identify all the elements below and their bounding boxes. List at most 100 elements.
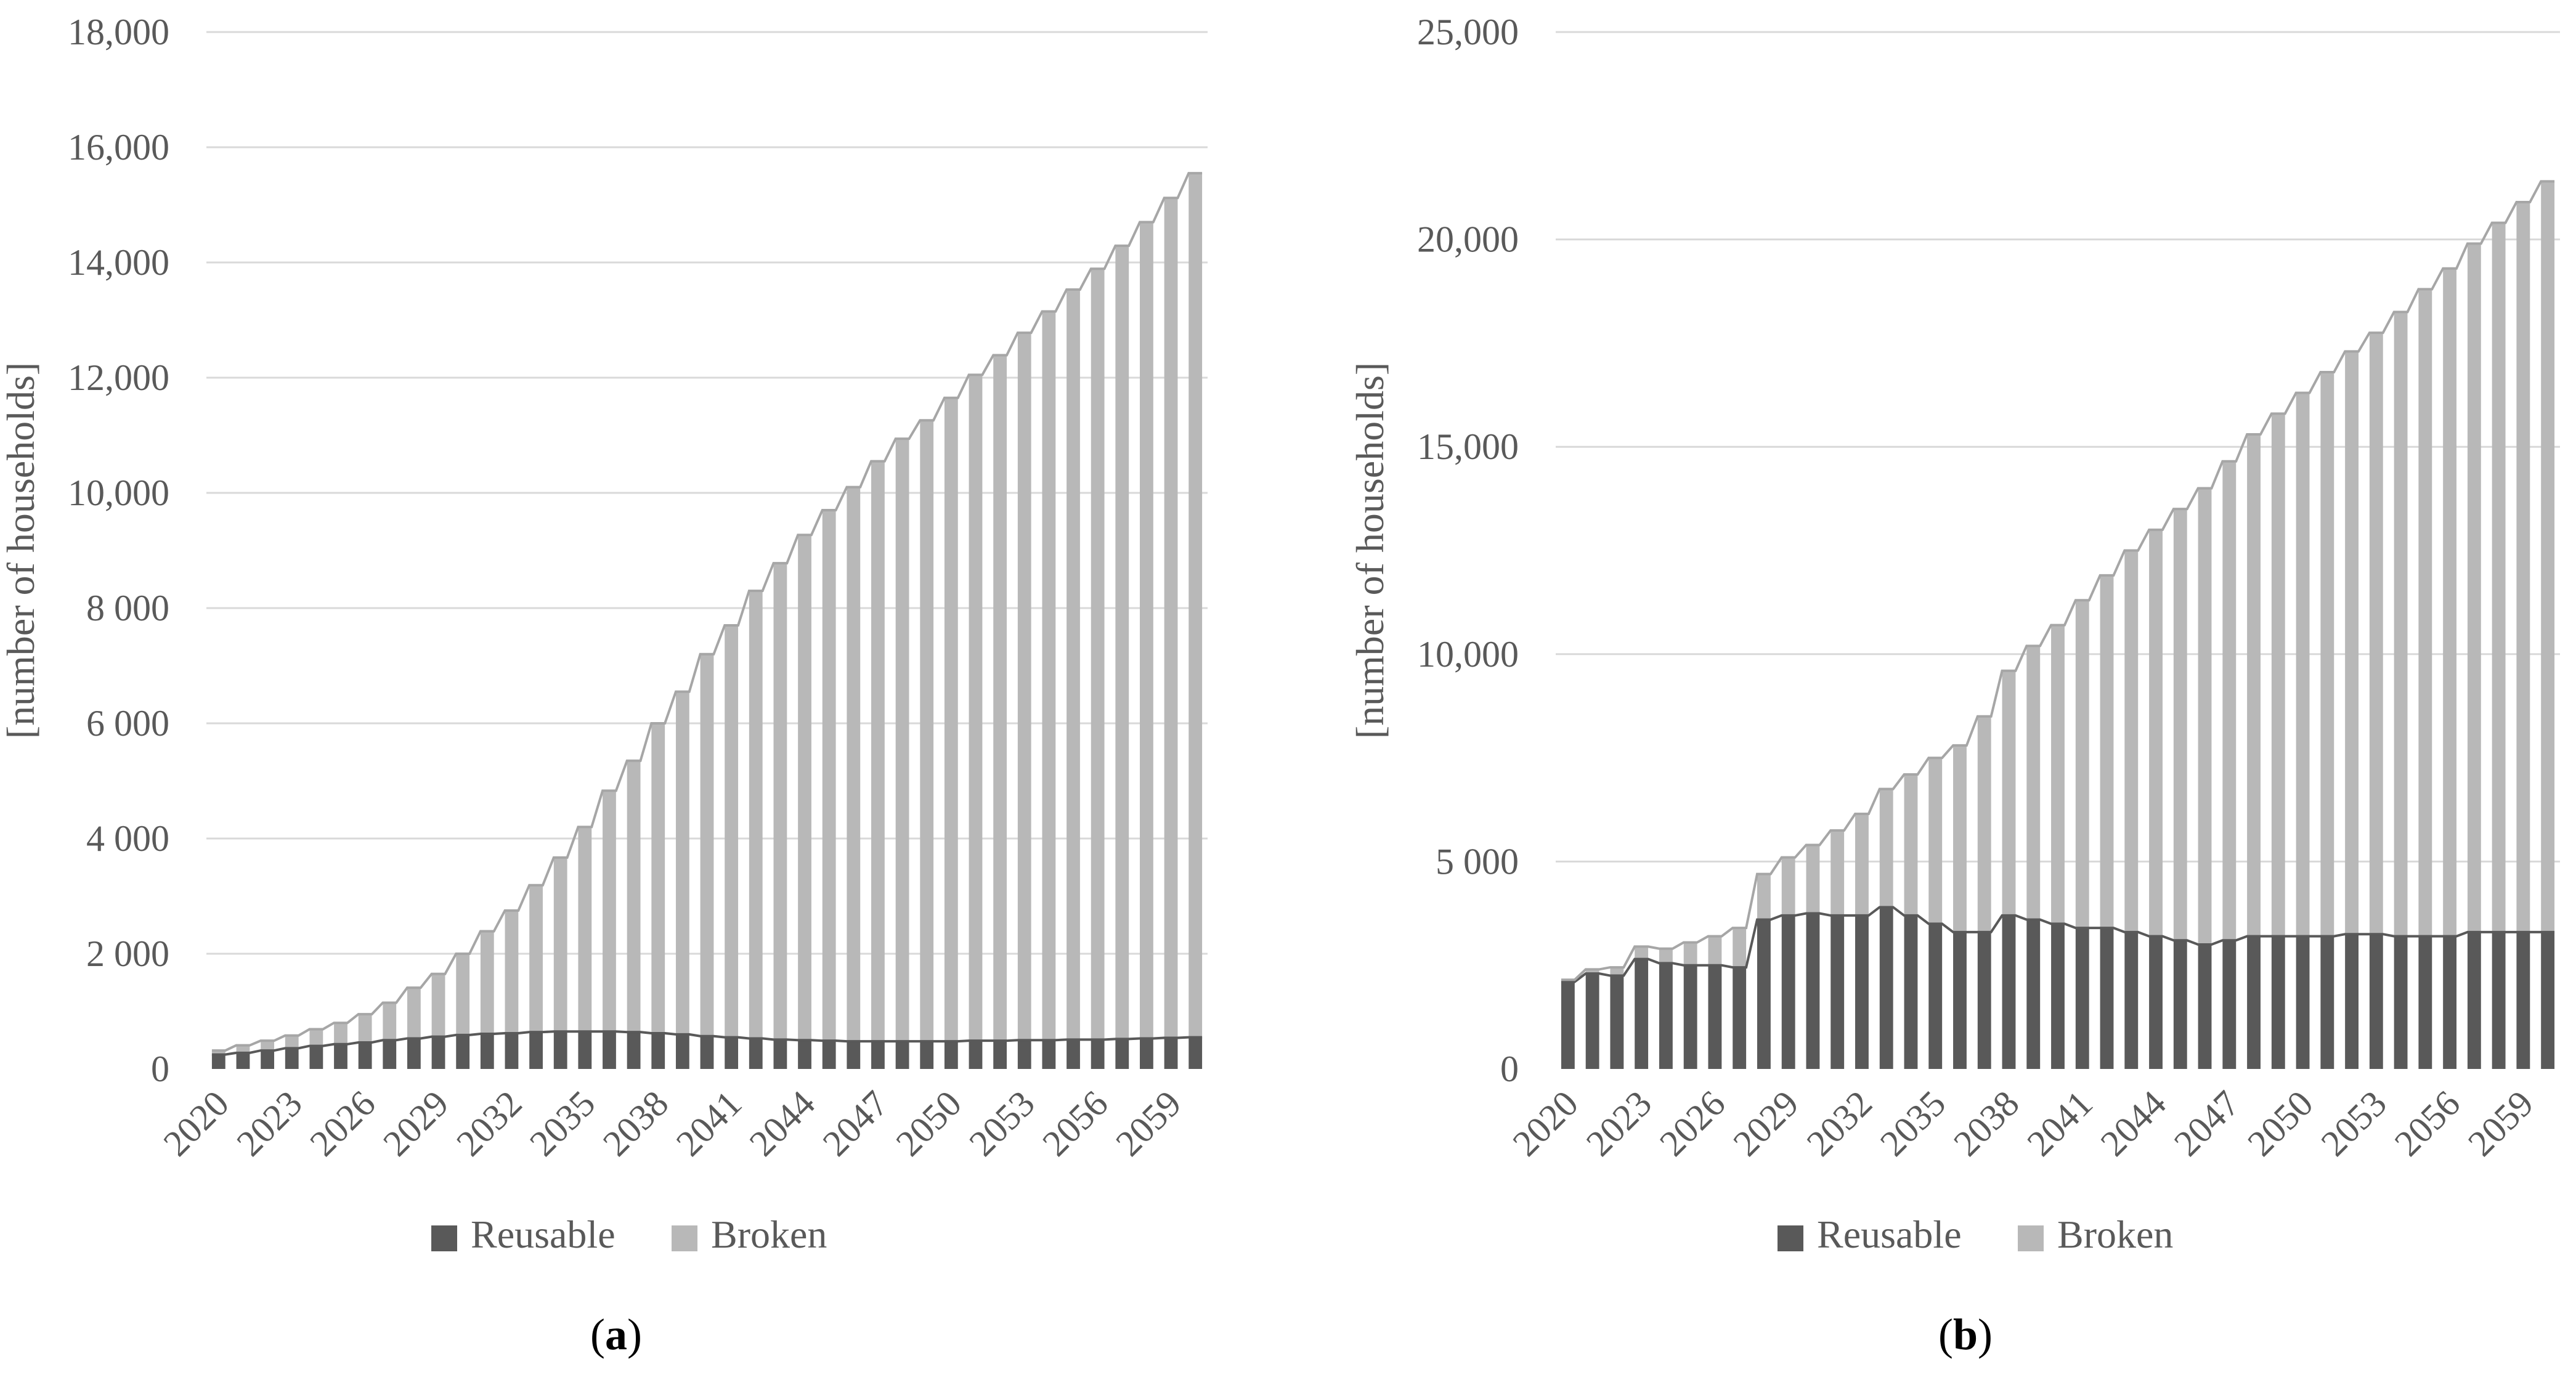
legend-label-broken: Broken bbox=[711, 1212, 827, 1256]
bar-broken-2025 bbox=[1683, 942, 1697, 965]
bar-reusable-2023 bbox=[285, 1048, 299, 1069]
bar-broken-2058 bbox=[1140, 222, 1153, 1039]
bar-reusable-2060 bbox=[1188, 1037, 1203, 1069]
bar-broken-2024 bbox=[309, 1029, 323, 1046]
bar-broken-2046 bbox=[2198, 488, 2212, 945]
bar-reusable-2047 bbox=[2222, 940, 2237, 1069]
x-tick-label: 2026 bbox=[302, 1083, 383, 1164]
bar-reusable-2027 bbox=[383, 1040, 397, 1069]
bar-broken-2044 bbox=[2149, 529, 2163, 936]
bar-reusable-2051 bbox=[969, 1041, 983, 1069]
y-tick-label: 5 000 bbox=[1436, 841, 1519, 882]
bar-reusable-2024 bbox=[309, 1046, 323, 1069]
bar-broken-2039 bbox=[675, 691, 689, 1034]
bar-reusable-2020 bbox=[211, 1054, 226, 1069]
x-tick-label: 2038 bbox=[1946, 1083, 2027, 1164]
bar-broken-2025 bbox=[334, 1023, 347, 1044]
y-tick-label: 10,000 bbox=[1417, 634, 1519, 675]
bar-reusable-2025 bbox=[334, 1044, 347, 1069]
bar-broken-2059 bbox=[1164, 198, 1178, 1038]
bar-broken-2021 bbox=[1585, 969, 1599, 974]
bar-reusable-2054 bbox=[2394, 936, 2408, 1069]
bar-reusable-2033 bbox=[529, 1032, 543, 1069]
bar-broken-2023 bbox=[1635, 946, 1649, 959]
bar-broken-2028 bbox=[407, 988, 421, 1039]
series-line-broken bbox=[211, 172, 1203, 1052]
bar-reusable-2026 bbox=[1708, 965, 1722, 1069]
bar-broken-2048 bbox=[895, 439, 909, 1042]
x-tick-label: 2038 bbox=[595, 1083, 677, 1164]
bar-reusable-2032 bbox=[505, 1033, 519, 1069]
x-tick-label: 2035 bbox=[522, 1083, 603, 1164]
bar-broken-2041 bbox=[725, 625, 739, 1038]
bar-reusable-2039 bbox=[675, 1034, 689, 1069]
y-tick-label: 25,000 bbox=[1417, 12, 1519, 52]
panel-b-chart: 0 5 000 10,000 15,000 20,000 25,000 [number of… bbox=[1348, 12, 2560, 1359]
y-tick-label: 0 bbox=[151, 1049, 169, 1089]
bar-broken-2033 bbox=[1879, 789, 1893, 908]
bar-broken-2047 bbox=[871, 461, 885, 1042]
x-tick-label: 2032 bbox=[449, 1083, 530, 1164]
bar-reusable-2035 bbox=[578, 1031, 592, 1069]
bar-reusable-2025 bbox=[1683, 965, 1697, 1069]
bar-broken-2052 bbox=[2345, 351, 2359, 935]
bar-reusable-2037 bbox=[627, 1032, 641, 1069]
bar-reusable-2059 bbox=[2516, 932, 2530, 1069]
x-tick-label: 2023 bbox=[1579, 1083, 1660, 1164]
bar-reusable-2021 bbox=[236, 1052, 250, 1069]
y-tick-label: 6 000 bbox=[86, 703, 169, 744]
bar-broken-2033 bbox=[529, 885, 543, 1033]
bar-broken-2046 bbox=[847, 487, 861, 1042]
bar-broken-2035 bbox=[578, 827, 592, 1032]
panel-label-letter: b bbox=[1953, 1310, 1978, 1359]
bar-broken-2051 bbox=[2320, 372, 2334, 936]
bar-broken-2045 bbox=[2173, 509, 2187, 941]
bar-broken-2027 bbox=[1733, 928, 1747, 968]
bar-reusable-2030 bbox=[1806, 913, 1820, 1069]
bar-broken-2020 bbox=[211, 1050, 226, 1055]
legend-swatch-broken bbox=[2018, 1225, 2044, 1251]
bar-reusable-2026 bbox=[358, 1042, 372, 1069]
bar-broken-2058 bbox=[2492, 222, 2506, 932]
bar-reusable-2028 bbox=[407, 1038, 421, 1069]
bar-broken-2049 bbox=[2271, 413, 2285, 936]
x-tick-label: 2059 bbox=[1108, 1083, 1189, 1164]
y-tick-label: 20,000 bbox=[1417, 219, 1519, 260]
bar-broken-2053 bbox=[2369, 333, 2383, 935]
bar-reusable-2059 bbox=[1164, 1038, 1178, 1069]
panel-label-letter: a bbox=[605, 1310, 627, 1359]
bar-reusable-2040 bbox=[2051, 924, 2065, 1069]
x-tick-label: 2056 bbox=[1034, 1083, 1116, 1164]
bar-broken-2050 bbox=[2296, 392, 2310, 936]
x-tick-label: 2044 bbox=[2093, 1083, 2174, 1164]
bar-broken-2023 bbox=[285, 1035, 299, 1049]
panel-label: (a) bbox=[590, 1310, 642, 1359]
bar-reusable-2043 bbox=[2124, 932, 2139, 1069]
bar-reusable-2049 bbox=[2271, 936, 2285, 1069]
bar-reusable-2041 bbox=[725, 1037, 739, 1069]
bar-reusable-2020 bbox=[1561, 981, 1575, 1069]
x-tick-label: 2044 bbox=[742, 1083, 823, 1164]
x-tick-label: 2035 bbox=[1872, 1083, 1954, 1164]
x-tick-label: 2032 bbox=[1799, 1083, 1880, 1164]
y-axis-label: [number of households] bbox=[1348, 362, 1392, 739]
bar-reusable-2036 bbox=[1953, 932, 1967, 1069]
bar-broken-2055 bbox=[1067, 289, 1080, 1040]
x-tick-label: 2029 bbox=[375, 1083, 457, 1164]
bar-reusable-2057 bbox=[1115, 1039, 1129, 1069]
bar-reusable-2058 bbox=[2492, 932, 2506, 1069]
bar-broken-2031 bbox=[480, 931, 494, 1034]
bar-broken-2042 bbox=[2100, 575, 2114, 928]
bar-broken-2057 bbox=[2467, 243, 2481, 932]
bar-broken-2041 bbox=[2075, 600, 2089, 928]
x-tick-label: 2053 bbox=[961, 1083, 1042, 1164]
bar-reusable-2022 bbox=[261, 1050, 274, 1069]
bar-reusable-2029 bbox=[1781, 915, 1795, 1069]
bar-reusable-2036 bbox=[603, 1031, 616, 1069]
bar-reusable-2055 bbox=[2418, 936, 2432, 1069]
bar-broken-2051 bbox=[969, 375, 983, 1041]
bar-broken-2038 bbox=[2002, 670, 2016, 916]
bar-reusable-2037 bbox=[1977, 932, 1991, 1069]
bar-reusable-2051 bbox=[2320, 936, 2334, 1069]
